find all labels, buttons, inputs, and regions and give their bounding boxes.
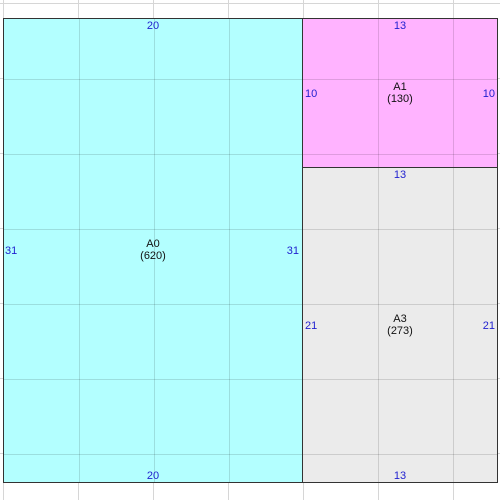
dim-left-a1: 10 [305, 88, 318, 100]
dim-right-a3: 21 [482, 320, 495, 332]
region-name: A3 [393, 313, 407, 325]
dim-bottom-a3: 13 [393, 470, 407, 482]
region-name: A1 [393, 81, 407, 93]
region-grid-line [303, 304, 497, 305]
region-value: (130) [387, 93, 413, 105]
region-value: (620) [140, 250, 166, 262]
region-grid-line [303, 79, 497, 80]
dim-left-a0: 31 [5, 245, 18, 257]
dim-bottom-a0: 20 [146, 470, 160, 482]
region-label-a3: A3 (273) [340, 313, 460, 337]
region-grid-line [303, 454, 497, 455]
region-grid-line [453, 168, 454, 482]
dim-top-a1: 13 [393, 20, 407, 32]
region-grid-line [303, 154, 497, 155]
region-grid-line [4, 229, 302, 230]
region-grid-line [154, 19, 155, 482]
dim-right-a0: 31 [286, 245, 299, 257]
region-grid-line [79, 19, 80, 482]
region-grid-line [303, 229, 497, 230]
region-a3[interactable] [302, 167, 498, 483]
dim-right-a1: 10 [482, 88, 495, 100]
region-grid-line [4, 454, 302, 455]
grid-line [0, 3, 500, 4]
dim-top-a0: 20 [146, 20, 160, 32]
region-value: (273) [387, 325, 413, 337]
region-a1[interactable] [302, 18, 498, 168]
region-grid-line [303, 379, 497, 380]
region-grid-line [4, 379, 302, 380]
dim-top-a3: 13 [393, 169, 407, 181]
region-grid-line [453, 19, 454, 167]
region-name: A0 [146, 238, 160, 250]
region-grid-line [4, 79, 302, 80]
region-grid-line [378, 168, 379, 482]
region-grid-line [229, 19, 230, 482]
region-label-a0: A0 (620) [93, 238, 213, 262]
region-grid-line [4, 304, 302, 305]
dim-left-a3: 21 [305, 320, 318, 332]
region-grid-line [4, 154, 302, 155]
region-a0[interactable] [3, 18, 303, 483]
region-label-a1: A1 (130) [340, 81, 460, 105]
region-grid-line [378, 19, 379, 167]
